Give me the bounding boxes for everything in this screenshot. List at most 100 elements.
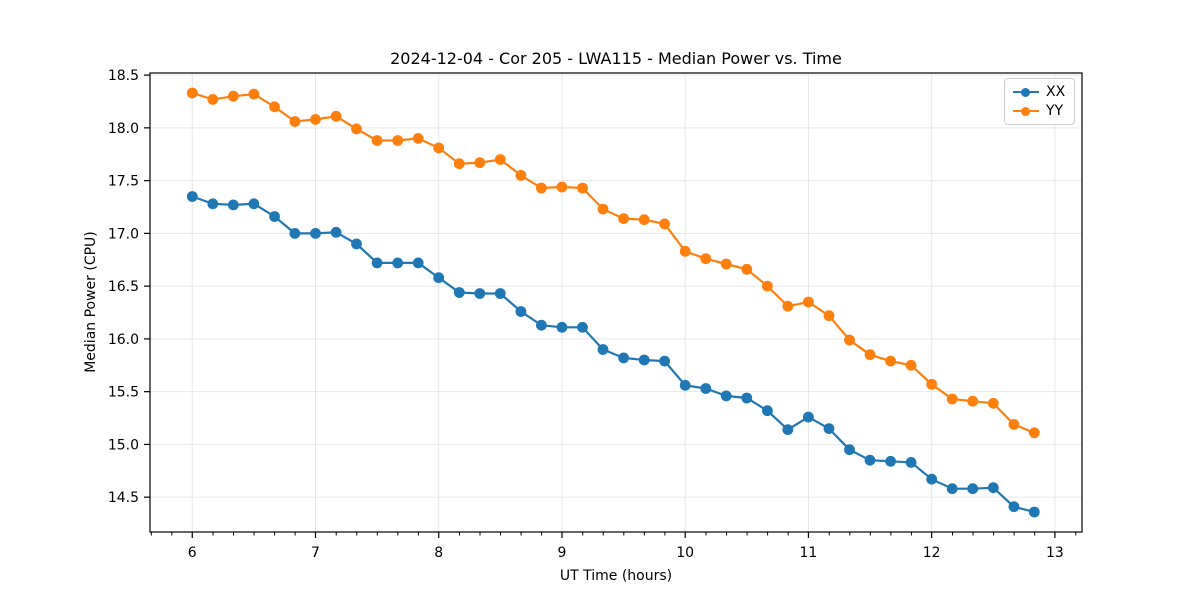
data-point-xx bbox=[864, 454, 876, 466]
y-tick-label: 16.5 bbox=[108, 279, 139, 295]
data-point-xx bbox=[351, 238, 362, 250]
data-point-xx bbox=[967, 483, 979, 495]
data-point-yy bbox=[207, 94, 219, 105]
data-point-xx bbox=[310, 228, 321, 239]
data-point-xx bbox=[536, 319, 547, 331]
data-point-xx bbox=[885, 455, 896, 467]
legend-item-yy: YY bbox=[1013, 103, 1065, 119]
x-tick-label: 13 bbox=[1046, 545, 1064, 561]
data-point-yy bbox=[392, 135, 404, 146]
data-point-xx bbox=[905, 457, 917, 468]
data-point-yy bbox=[330, 110, 342, 122]
x-tick-label: 10 bbox=[676, 545, 694, 561]
data-point-xx bbox=[392, 257, 404, 269]
data-point-xx bbox=[823, 423, 835, 434]
data-point-yy bbox=[577, 182, 588, 194]
data-point-yy bbox=[515, 170, 527, 181]
data-point-xx bbox=[803, 411, 814, 423]
y-tick-label: 17.0 bbox=[108, 226, 139, 242]
legend-line-marker-xx bbox=[1013, 87, 1039, 98]
data-point-yy bbox=[474, 157, 486, 169]
data-point-yy bbox=[536, 182, 547, 194]
data-point-yy bbox=[679, 245, 691, 257]
data-point-yy bbox=[885, 355, 896, 367]
data-point-xx bbox=[1008, 501, 1020, 513]
data-point-xx bbox=[289, 228, 301, 239]
data-point-xx bbox=[659, 355, 670, 367]
data-point-xx bbox=[494, 288, 506, 299]
data-point-xx bbox=[618, 352, 629, 364]
data-point-xx bbox=[844, 444, 855, 456]
y-tick-label: 16.0 bbox=[108, 332, 139, 348]
axes-box bbox=[149, 72, 1083, 533]
data-point-yy bbox=[967, 395, 979, 407]
legend-label-xx: XX bbox=[1046, 84, 1066, 100]
data-point-xx bbox=[679, 379, 691, 391]
legend: XX YY bbox=[1004, 78, 1076, 125]
data-point-xx bbox=[330, 226, 342, 238]
x-tick-label: 12 bbox=[923, 545, 941, 561]
y-tick-label: 18.5 bbox=[108, 68, 139, 84]
y-tick-label: 15.5 bbox=[108, 385, 139, 401]
x-tick-label: 6 bbox=[188, 545, 197, 561]
legend-label-yy: YY bbox=[1046, 103, 1064, 119]
y-tick-label: 14.5 bbox=[108, 490, 139, 506]
data-point-xx bbox=[700, 383, 712, 394]
data-point-yy bbox=[864, 349, 876, 361]
data-point-yy bbox=[433, 142, 445, 154]
data-point-xx bbox=[762, 405, 773, 417]
data-point-xx bbox=[577, 321, 588, 333]
data-point-xx bbox=[269, 211, 280, 222]
data-point-yy bbox=[926, 378, 938, 390]
x-tick-label: 9 bbox=[558, 545, 567, 561]
series-line-yy bbox=[191, 91, 1035, 434]
data-point-yy bbox=[905, 359, 917, 371]
data-point-yy bbox=[700, 253, 712, 265]
data-point-yy bbox=[351, 123, 362, 135]
data-point-xx bbox=[556, 321, 568, 333]
data-point-xx bbox=[1028, 506, 1040, 518]
data-point-xx bbox=[433, 272, 445, 284]
data-point-yy bbox=[782, 300, 794, 312]
data-point-xx bbox=[926, 473, 938, 485]
data-point-yy bbox=[844, 334, 855, 346]
y-tick-label: 15.0 bbox=[108, 437, 139, 453]
data-point-xx bbox=[597, 344, 609, 355]
data-point-xx bbox=[987, 482, 999, 494]
data-point-yy bbox=[494, 154, 506, 165]
data-point-yy bbox=[823, 310, 835, 322]
y-axis-label: Median Power (CPU) bbox=[83, 231, 99, 373]
data-point-yy bbox=[227, 90, 239, 102]
data-point-yy bbox=[803, 296, 814, 308]
data-point-yy bbox=[289, 116, 301, 127]
data-point-yy bbox=[946, 393, 958, 405]
data-point-yy bbox=[618, 213, 629, 225]
data-point-yy bbox=[987, 397, 999, 409]
data-point-yy bbox=[412, 133, 424, 144]
legend-line-marker-yy bbox=[1013, 106, 1039, 117]
data-point-xx bbox=[227, 199, 239, 211]
x-tick-label: 8 bbox=[434, 545, 443, 561]
chart-title: 2024-12-04 - Cor 205 - LWA115 - Median P… bbox=[390, 49, 842, 68]
x-axis-label: UT Time (hours) bbox=[559, 568, 673, 584]
data-point-yy bbox=[248, 88, 260, 100]
data-point-xx bbox=[186, 191, 198, 202]
data-point-xx bbox=[946, 483, 958, 495]
data-point-xx bbox=[453, 287, 465, 298]
x-tick-label: 11 bbox=[800, 545, 818, 561]
data-point-xx bbox=[371, 257, 383, 269]
data-point-yy bbox=[597, 203, 609, 215]
data-point-yy bbox=[310, 114, 321, 125]
y-tick-label: 18.0 bbox=[108, 121, 139, 137]
data-point-yy bbox=[1008, 419, 1020, 430]
data-point-xx bbox=[741, 392, 753, 404]
data-point-yy bbox=[453, 158, 465, 170]
data-point-yy bbox=[638, 214, 650, 226]
data-point-yy bbox=[741, 263, 753, 275]
data-point-yy bbox=[186, 87, 198, 99]
legend-item-xx: XX bbox=[1013, 84, 1065, 100]
y-tick-label: 17.5 bbox=[108, 174, 139, 190]
x-tick-label: 7 bbox=[311, 545, 320, 561]
